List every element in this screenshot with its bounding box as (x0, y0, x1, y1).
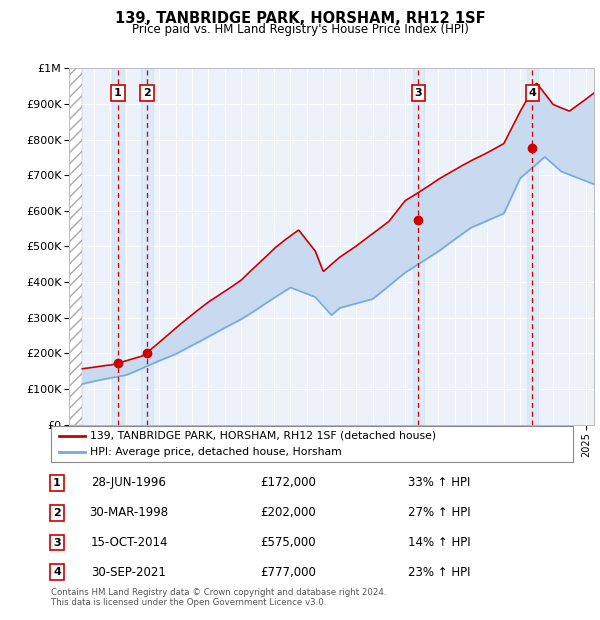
Text: Price paid vs. HM Land Registry's House Price Index (HPI): Price paid vs. HM Land Registry's House … (131, 23, 469, 36)
Text: 14% ↑ HPI: 14% ↑ HPI (408, 536, 470, 549)
Text: 1: 1 (53, 478, 61, 488)
Bar (141, 68, 152, 425)
Text: 27% ↑ HPI: 27% ↑ HPI (408, 507, 470, 519)
Text: This data is licensed under the Open Government Licence v3.0.: This data is licensed under the Open Gov… (51, 598, 326, 607)
Bar (527, 68, 538, 425)
Text: 139, TANBRIDGE PARK, HORSHAM, RH12 1SF (detached house): 139, TANBRIDGE PARK, HORSHAM, RH12 1SF (… (90, 431, 436, 441)
Text: £777,000: £777,000 (260, 566, 316, 578)
Text: Contains HM Land Registry data © Crown copyright and database right 2024.: Contains HM Land Registry data © Crown c… (51, 588, 386, 597)
Text: £202,000: £202,000 (260, 507, 316, 519)
Text: 33% ↑ HPI: 33% ↑ HPI (408, 477, 470, 489)
Bar (112, 68, 124, 425)
Bar (413, 68, 424, 425)
Text: 30-MAR-1998: 30-MAR-1998 (89, 507, 169, 519)
Text: 15-OCT-2014: 15-OCT-2014 (90, 536, 168, 549)
Text: 2: 2 (143, 88, 151, 98)
Text: £172,000: £172,000 (260, 477, 316, 489)
Text: 4: 4 (529, 88, 536, 98)
Text: 1: 1 (114, 88, 122, 98)
Bar (69, 68, 82, 425)
Text: 28-JUN-1996: 28-JUN-1996 (92, 477, 166, 489)
Text: 2: 2 (53, 508, 61, 518)
Text: 3: 3 (53, 538, 61, 547)
Text: HPI: Average price, detached house, Horsham: HPI: Average price, detached house, Hors… (90, 447, 342, 457)
Text: 3: 3 (415, 88, 422, 98)
Text: 139, TANBRIDGE PARK, HORSHAM, RH12 1SF: 139, TANBRIDGE PARK, HORSHAM, RH12 1SF (115, 11, 485, 26)
Text: 30-SEP-2021: 30-SEP-2021 (92, 566, 166, 578)
Text: £575,000: £575,000 (260, 536, 316, 549)
Text: 23% ↑ HPI: 23% ↑ HPI (408, 566, 470, 578)
Text: 4: 4 (53, 567, 61, 577)
